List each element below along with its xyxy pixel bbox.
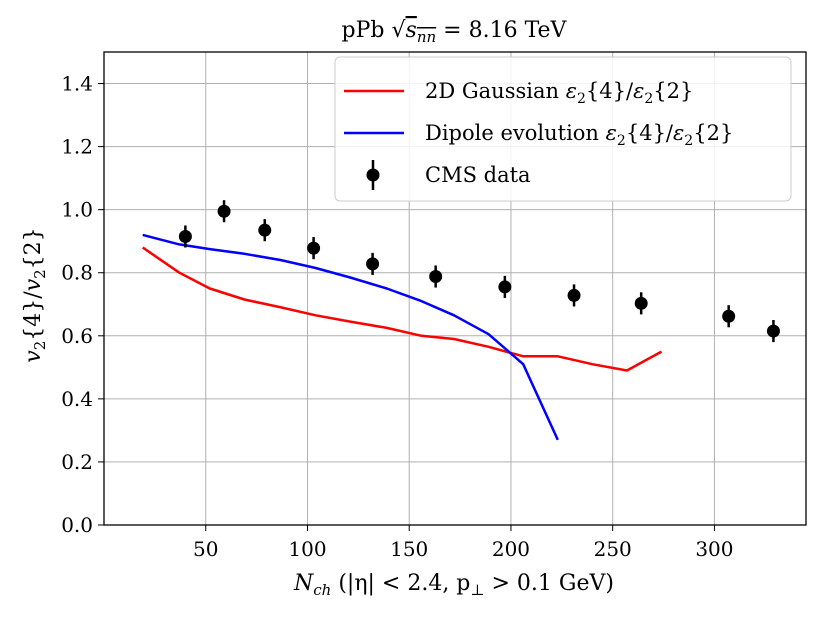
title-suffix: = 8.16 TeV	[436, 18, 567, 43]
legend-dipole-eps2: ε	[673, 121, 684, 145]
x-tick-label: 50	[193, 537, 218, 561]
y-tick-label: 1.0	[61, 198, 93, 222]
ylabel-close: {2}	[21, 227, 46, 269]
data-point	[178, 229, 192, 243]
data-point	[766, 324, 780, 338]
data-point	[307, 241, 321, 255]
data-point	[498, 280, 512, 294]
y-tick-label: 0.8	[61, 261, 93, 285]
y-tick-label: 0.6	[61, 324, 93, 348]
x-tick-label: 250	[594, 537, 632, 561]
title-sqrt-sub: nn	[417, 28, 436, 46]
legend-dipole-main: Dipole evolution	[425, 121, 606, 145]
plot-frame	[103, 51, 807, 526]
series-group	[141, 200, 780, 441]
data-point	[429, 270, 443, 284]
legend-swatch-cms-marker	[366, 168, 380, 182]
legend-gaussian-mid: {4}/	[586, 79, 634, 103]
x-tick-label: 100	[288, 537, 326, 561]
title-sqrt-symbol: √	[392, 18, 407, 43]
x-tick-label: 200	[492, 537, 530, 561]
xlabel-sub: ch	[313, 581, 331, 599]
ylabel-v: v	[21, 350, 46, 363]
title-sqrt-arg: s	[406, 18, 417, 43]
title-prefix: pPb	[342, 18, 392, 43]
y-tick-label: 0.0	[61, 513, 93, 537]
xlabel-perp: ⊥	[470, 581, 484, 599]
x-axis-label: Nch (|η| < 2.4, p⊥ > 0.1 GeV)	[293, 571, 614, 599]
y-tick-label: 0.4	[61, 387, 93, 411]
y-tick-label: 1.2	[61, 135, 93, 159]
legend-dipole-mid: {4}/	[626, 121, 674, 145]
y-axis-label: v2{4}/v2{2}	[21, 227, 49, 362]
legend-gaussian-end: {2}	[653, 79, 693, 103]
legend-gaussian-sub: 2	[577, 91, 586, 107]
data-point	[258, 223, 272, 237]
legend-label-cms: CMS data	[425, 163, 531, 187]
series-line-0	[141, 246, 663, 372]
y-tick-label: 1.4	[61, 72, 93, 96]
data-point	[634, 296, 648, 310]
legend-gaussian-eps: ε	[566, 79, 577, 103]
series-line-1	[142, 233, 559, 441]
ylabel-v2: v	[21, 278, 46, 291]
legend-label-gaussian: 2D Gaussian ε2{4}/ε2{2}	[425, 79, 693, 107]
legend-gaussian-eps2: ε	[633, 79, 644, 103]
xlabel-var: N	[293, 571, 314, 596]
legend-gaussian-sub2: 2	[644, 91, 653, 107]
data-point	[366, 257, 380, 271]
ylabel-sub-b: 2	[31, 269, 49, 279]
legend-label-dipole: Dipole evolution ε2{4}/ε2{2}	[425, 121, 733, 149]
chart-title: pPb √snn = 8.16 TeV	[342, 18, 568, 46]
data-point	[722, 309, 736, 323]
xlabel-rest: (|η| < 2.4, p	[331, 571, 470, 596]
ylabel-sub-a: 2	[31, 341, 49, 351]
legend-dipole-sub2: 2	[684, 133, 693, 149]
x-tick-label: 300	[695, 537, 733, 561]
ylabel-mid: {4}/	[21, 291, 46, 341]
legend-gaussian-main: 2D Gaussian	[425, 79, 566, 103]
legend: 2D Gaussian ε2{4}/ε2{2} Dipole evolution…	[334, 56, 792, 202]
data-point	[217, 204, 231, 218]
xlabel-tail: > 0.1 GeV)	[485, 571, 614, 596]
x-tick-label: 150	[390, 537, 428, 561]
legend-dipole-sub: 2	[617, 133, 626, 149]
y-tick-label: 0.2	[61, 450, 93, 474]
legend-dipole-eps: ε	[606, 121, 617, 145]
legend-dipole-end: {2}	[693, 121, 733, 145]
data-point	[567, 288, 581, 302]
ticks: 50 100 150 200 250 300 0.0 0.2 0.4 0.6 0.8 1.0 1.2 1.…	[61, 72, 733, 561]
legend-box	[334, 56, 792, 202]
